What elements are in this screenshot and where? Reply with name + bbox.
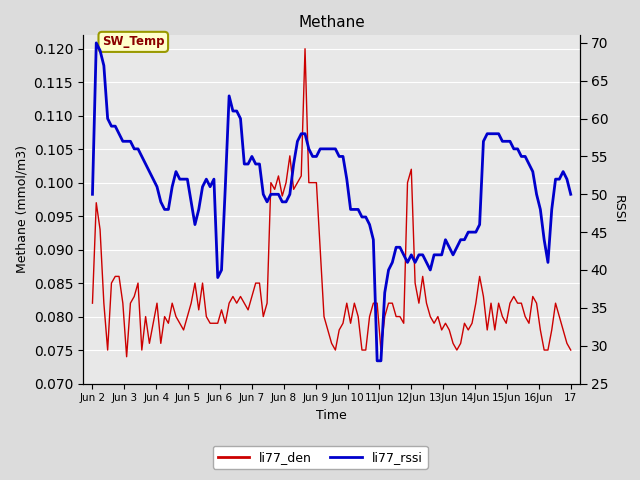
Text: SW_Temp: SW_Temp	[102, 36, 164, 48]
X-axis label: Time: Time	[316, 409, 347, 422]
Y-axis label: Methane (mmol/m3): Methane (mmol/m3)	[15, 145, 28, 274]
Y-axis label: RSSI: RSSI	[612, 195, 625, 224]
Title: Methane: Methane	[298, 15, 365, 30]
Legend: li77_den, li77_rssi: li77_den, li77_rssi	[212, 446, 428, 469]
